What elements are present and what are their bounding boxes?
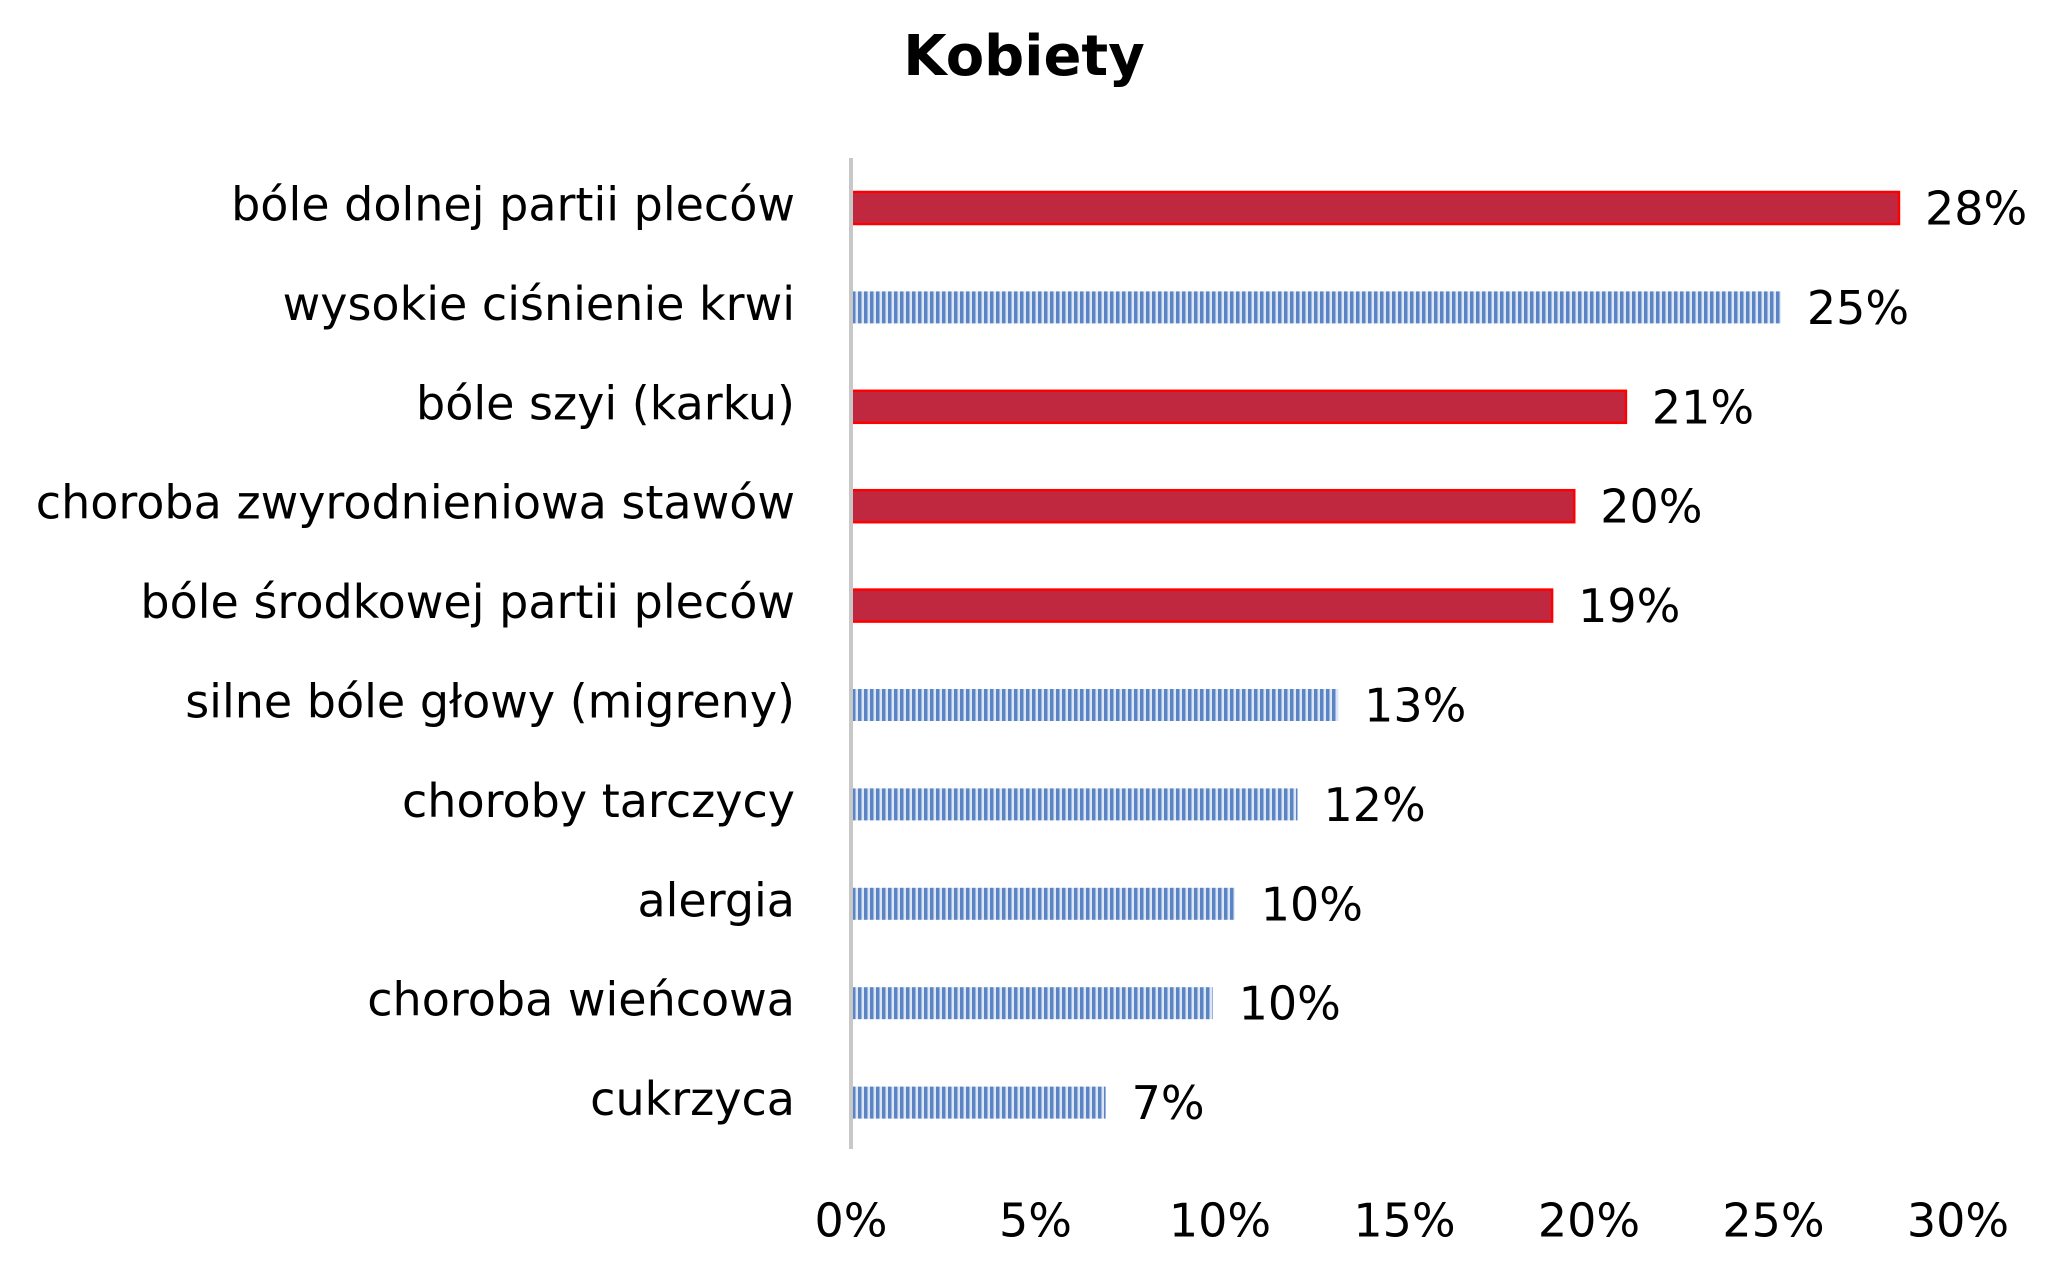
data-label: 21% (1652, 380, 1754, 434)
bar (851, 987, 1213, 1020)
data-label: 19% (1578, 579, 1680, 633)
bar (849, 190, 1901, 226)
y-tick-label: choroba zwyrodnieniowa stawów (36, 476, 795, 530)
chart-title: Kobiety (903, 24, 1144, 89)
y-tick-label: bóle dolnej partii pleców (231, 178, 795, 232)
y-tick-label: choroby tarczycy (402, 774, 795, 828)
data-label: 20% (1600, 480, 1702, 534)
x-tick-label: 20% (1538, 1194, 1640, 1248)
y-tick-label: choroba wieńcowa (367, 973, 795, 1027)
bar (849, 588, 1554, 623)
data-label: 25% (1807, 281, 1909, 335)
y-tick-label: alergia (637, 873, 795, 927)
data-label: 10% (1261, 877, 1363, 931)
bar (851, 788, 1298, 821)
bar (851, 291, 1781, 324)
y-tick-label: cukrzyca (590, 1072, 795, 1126)
x-tick-label: 5% (999, 1194, 1072, 1248)
bar (851, 887, 1235, 920)
x-tick-label: 30% (1907, 1194, 2009, 1248)
data-label: 10% (1239, 977, 1341, 1031)
y-tick-label: wysokie ciśnienie krwi (283, 277, 795, 331)
data-label: 7% (1132, 1076, 1205, 1130)
data-label: 12% (1323, 778, 1425, 832)
y-tick-label: silne bóle głowy (migreny) (185, 675, 795, 729)
x-tick-label: 25% (1722, 1194, 1824, 1248)
data-label: 28% (1925, 182, 2027, 236)
x-tick-label: 10% (1169, 1194, 1271, 1248)
bar (849, 488, 1576, 524)
bar (849, 389, 1628, 425)
x-tick-label: 0% (815, 1194, 888, 1248)
data-label: 13% (1364, 679, 1466, 733)
y-tick-label: bóle środkowej partii pleców (140, 575, 795, 629)
bar (851, 689, 1339, 721)
x-tick-label: 15% (1353, 1194, 1455, 1248)
bar (851, 1086, 1106, 1119)
y-tick-label: bóle szyi (karku) (416, 376, 795, 430)
